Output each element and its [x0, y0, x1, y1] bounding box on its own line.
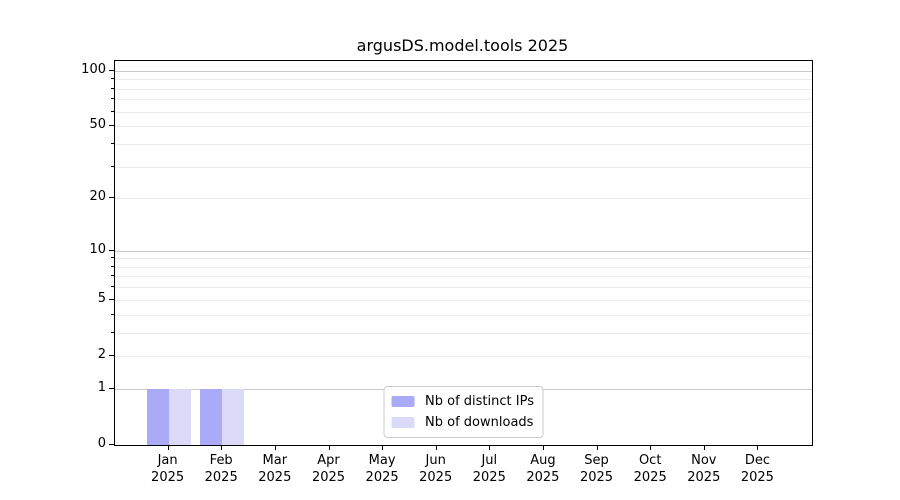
legend-label-downloads: Nb of downloads	[425, 415, 534, 430]
y-tick-mark-minor	[111, 331, 114, 333]
x-tick-mark	[489, 445, 491, 450]
y-tick-mark	[109, 444, 114, 445]
y-tick-mark-minor	[111, 110, 114, 112]
y-tick-mark-minor	[111, 298, 114, 300]
y-gridline-major	[115, 70, 812, 72]
bar-downloads	[222, 388, 245, 445]
y-gridline-minor	[115, 258, 812, 260]
y-gridline-minor	[115, 111, 812, 113]
legend-swatch-downloads	[391, 417, 415, 428]
x-tick-label: Oct 2025	[633, 453, 667, 485]
x-tick-mark	[221, 445, 223, 450]
y-gridline-minor	[115, 166, 812, 168]
x-tick-mark	[435, 445, 437, 450]
bar-downloads	[168, 388, 191, 445]
y-gridline-minor	[115, 88, 812, 90]
y-tick-mark-minor	[111, 354, 114, 356]
legend-item-distinct-ips: Nb of distinct IPs	[391, 392, 534, 411]
legend-item-downloads: Nb of downloads	[391, 413, 534, 432]
y-tick-mark-minor	[111, 78, 114, 80]
x-tick-mark	[757, 445, 759, 450]
y-tick-mark-minor	[111, 87, 114, 89]
y-gridline-minor	[115, 79, 812, 81]
y-gridline-minor	[115, 276, 812, 278]
y-gridline-minor	[115, 355, 812, 357]
y-tick-mark-minor	[111, 257, 114, 259]
y-gridline-minor	[115, 198, 812, 200]
x-tick-label: Aug 2025	[526, 453, 560, 485]
y-tick-mark-minor	[111, 165, 114, 167]
y-tick-mark-minor	[111, 197, 114, 199]
plot-area: Nb of distinct IPs Nb of downloads	[114, 60, 813, 446]
y-tick-mark	[109, 249, 114, 251]
y-gridline-minor	[115, 99, 812, 101]
x-tick-mark	[542, 445, 544, 450]
y-gridline-minor	[115, 314, 812, 316]
x-tick-label: Mar 2025	[258, 453, 292, 485]
x-tick-mark	[274, 445, 276, 450]
y-tick-mark-minor	[111, 286, 114, 288]
x-tick-label: Jul 2025	[472, 453, 506, 485]
bar-distinct-ips	[200, 388, 223, 445]
chart-title: argusDS.model.tools 2025	[356, 36, 569, 55]
y-tick-mark-minor	[111, 313, 114, 315]
y-tick-label: 10	[89, 241, 106, 257]
y-tick-label: 20	[89, 189, 106, 205]
y-tick-label: 2	[97, 346, 106, 362]
y-tick-mark-minor	[111, 98, 114, 100]
y-tick-label: 100	[81, 61, 106, 77]
legend-label-distinct-ips: Nb of distinct IPs	[425, 394, 534, 409]
y-tick-mark-minor	[111, 142, 114, 144]
x-tick-mark	[650, 445, 652, 450]
y-gridline-minor	[115, 332, 812, 334]
y-gridline-minor	[115, 143, 812, 145]
y-tick-mark	[109, 69, 114, 71]
y-tick-mark-minor	[111, 265, 114, 267]
y-tick-mark-minor	[111, 125, 114, 127]
x-tick-label: Dec 2025	[740, 453, 774, 485]
y-gridline-minor	[115, 126, 812, 128]
bar-distinct-ips	[146, 388, 169, 445]
x-tick-label: Nov 2025	[687, 453, 721, 485]
x-tick-label: May 2025	[365, 453, 399, 485]
y-tick-label: 5	[97, 290, 106, 306]
x-tick-mark	[328, 445, 330, 450]
legend-swatch-distinct-ips	[391, 396, 415, 407]
x-tick-label: Feb 2025	[204, 453, 238, 485]
y-tick-mark	[109, 387, 114, 389]
y-gridline-major	[115, 250, 812, 252]
y-gridline-minor	[115, 287, 812, 289]
x-tick-mark	[167, 445, 169, 450]
x-tick-label: Jun 2025	[419, 453, 453, 485]
x-tick-label: Apr 2025	[311, 453, 346, 485]
x-tick-label: Sep 2025	[579, 453, 614, 485]
y-gridline-minor	[115, 299, 812, 301]
x-tick-mark	[382, 445, 384, 450]
y-tick-mark-minor	[111, 275, 114, 277]
x-tick-mark	[703, 445, 705, 450]
y-tick-label: 50	[89, 117, 106, 133]
y-tick-label: 1	[97, 379, 106, 395]
y-tick-label: 0	[97, 436, 106, 451]
x-tick-mark	[596, 445, 598, 450]
legend: Nb of distinct IPs Nb of downloads	[383, 386, 544, 438]
y-gridline-minor	[115, 266, 812, 268]
x-tick-label: Jan 2025	[151, 453, 185, 485]
